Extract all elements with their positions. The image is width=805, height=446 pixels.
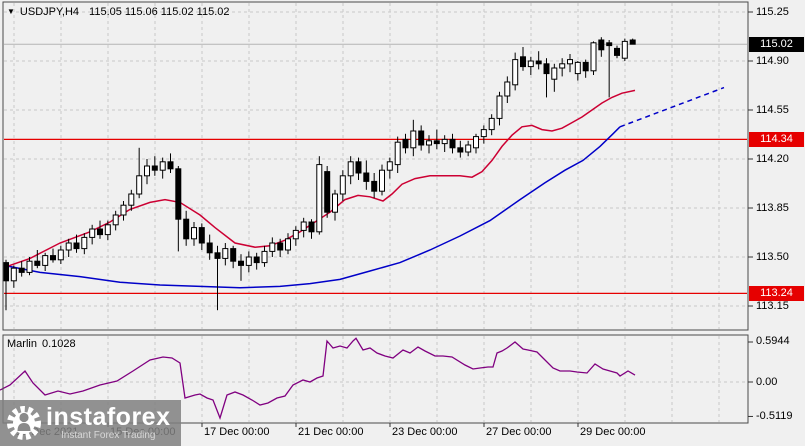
instaforex-gear-icon	[7, 406, 41, 440]
time-axis-label: 23 Dec 00:00	[392, 426, 458, 438]
time-axis-label: 29 Dec 00:00	[580, 426, 646, 438]
time-axis-label: 17 Dec 00:00	[204, 426, 270, 438]
symbol-timeframe-label: USDJPY,H4	[19, 6, 80, 18]
price-axis-label: 113.15	[756, 299, 789, 312]
ohlc-values: 115.05 115.06 115.02 115.02	[89, 6, 230, 18]
logo-brand-text: instaforex	[46, 403, 171, 431]
price-badge: 113.24	[749, 285, 804, 301]
price-axis-label: 113.85	[756, 201, 789, 214]
indicator-title: Marlin 0.1028	[7, 338, 81, 350]
chart-title-bar: ▼ USDJPY,H4 115.05 115.06 115.02 115.02	[7, 6, 230, 18]
symbol-dropdown-icon[interactable]: ▼	[7, 7, 15, 16]
indicator-value: 0.1028	[41, 338, 76, 350]
indicator-name: Marlin	[7, 338, 37, 350]
price-axis-label: 114.90	[756, 54, 789, 67]
price-axis-label: 115.25	[756, 5, 789, 18]
indicator-axis-label: -0.5119	[756, 409, 793, 422]
logo-tagline-text: Instant Forex Trading	[60, 430, 156, 441]
price-axis-label: 114.55	[756, 103, 789, 116]
time-axis-label: 21 Dec 00:00	[298, 426, 364, 438]
price-badge: 115.02	[749, 36, 804, 52]
time-axis-label: 27 Dec 00:00	[486, 426, 552, 438]
price-badge: 114.34	[749, 131, 804, 147]
price-axis-label: 114.20	[756, 152, 789, 165]
instaforex-watermark: instaforex Instant Forex Trading	[0, 400, 181, 446]
indicator-axis-label: 0.5944	[756, 335, 790, 348]
price-axis-label: 113.50	[756, 250, 789, 263]
indicator-axis-label: 0.00	[756, 375, 778, 388]
